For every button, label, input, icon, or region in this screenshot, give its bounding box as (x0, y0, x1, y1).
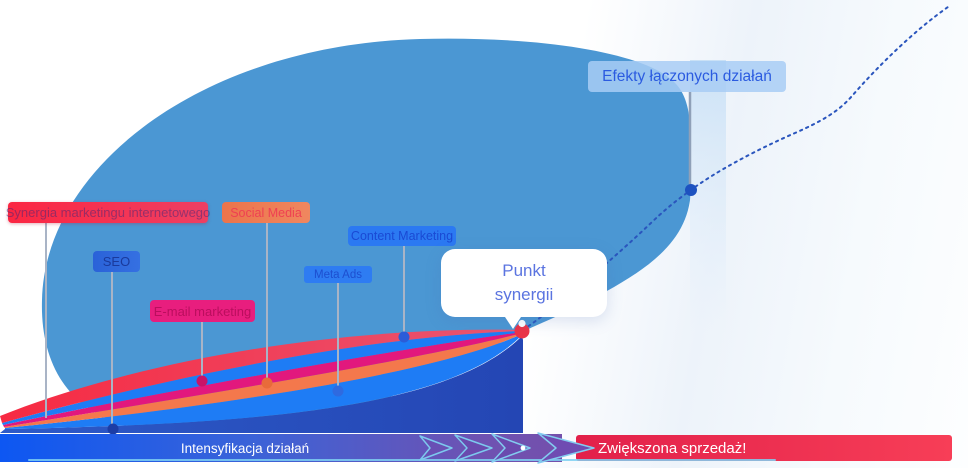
stream-seo (0, 336, 523, 433)
chevron-icon (454, 434, 493, 462)
dot-email (196, 375, 208, 387)
dot-seo (107, 423, 119, 435)
growth-dotted-line (522, 6, 949, 331)
chevron-icon (419, 435, 453, 461)
bar-underline (28, 459, 776, 461)
synergy-callout-text: Punkt synergii (494, 261, 554, 304)
seo-label: SEO (93, 251, 140, 272)
campaign-title-label: Synergia marketingu internetowego (6, 202, 210, 223)
stream-campaign (0, 329, 522, 423)
highlight-band (690, 60, 726, 332)
synergy-callout-tail (503, 314, 523, 329)
chevron-icon (491, 433, 531, 463)
content-marketing-label: Content Marketing (348, 226, 456, 246)
synergy-callout: Punkt synergii (441, 249, 607, 317)
meta-ads-label: Meta Ads (304, 266, 372, 283)
dot-meta (332, 385, 344, 397)
dot-social (261, 377, 273, 389)
intensification-bar-label: Intensyfikacja działań (180, 440, 310, 456)
dot-content (398, 331, 410, 343)
chevron-dot-icon (520, 445, 526, 451)
combined-effects-label: Efekty łączonych działań (588, 61, 786, 92)
increased-sales-bar: Zwiększona sprzedaż! (576, 435, 952, 461)
stream-meta-ads (5, 334, 522, 429)
chevron-icon (537, 432, 595, 464)
social-media-label: Social Media (222, 202, 310, 223)
dot-combined (685, 184, 697, 196)
email-marketing-label: E-mail marketing (150, 300, 255, 322)
stream-email (3, 332, 522, 427)
